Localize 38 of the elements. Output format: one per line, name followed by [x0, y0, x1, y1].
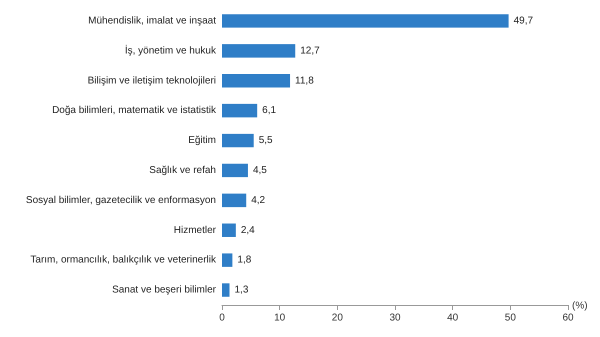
bar	[222, 44, 296, 58]
bar	[222, 283, 230, 297]
data-label: 12,7	[300, 45, 320, 56]
y-tick-label: Sanat ve beşeri bilimler	[112, 284, 217, 296]
y-tick-label: Bilişim ve iletişim teknolojileri	[88, 75, 216, 86]
x-tick-label: 0	[219, 312, 226, 324]
x-tick-label: 60	[562, 312, 574, 324]
bar	[222, 104, 258, 118]
bar	[222, 134, 254, 148]
x-tick-label: 50	[504, 312, 516, 324]
x-tick-label: 40	[447, 312, 459, 324]
y-tick-label: Hizmetler	[174, 224, 217, 236]
bar	[222, 194, 246, 208]
bar	[222, 224, 236, 237]
bar	[222, 14, 509, 28]
data-label: 49,7	[514, 15, 534, 26]
data-label: 1,8	[237, 254, 252, 266]
data-label: 4,2	[251, 194, 266, 206]
bar	[222, 74, 290, 88]
bar	[222, 164, 248, 178]
data-label: 1,3	[234, 284, 249, 296]
data-label: 4,5	[252, 164, 268, 176]
x-tick-label: 10	[274, 312, 286, 324]
y-tick-label: Sosyal bilimler, gazetecilik ve enformasyon	[26, 194, 216, 206]
y-tick-label: Sağlık ve refah	[149, 164, 216, 176]
y-tick-label: Mühendislik, imalat ve inşaat	[88, 15, 216, 26]
x-axis-title: (%)	[572, 300, 588, 312]
bar	[222, 253, 232, 267]
y-tick-label: İş, yönetim ve hukuk	[124, 44, 217, 56]
data-label: 2,4	[240, 224, 256, 236]
y-tick-label: Eğitim	[188, 135, 216, 146]
x-tick-label: 30	[389, 312, 401, 324]
data-label: 6,1	[262, 105, 277, 116]
x-tick-label: 20	[332, 312, 344, 324]
data-label: 11,8	[295, 75, 314, 86]
data-label: 5,5	[258, 135, 274, 146]
y-tick-label: Tarım, ormancılık, balıkçılık ve veterinerlik	[30, 254, 217, 266]
y-tick-label: Doğa bilimleri, matematik ve istatistik	[52, 105, 217, 116]
